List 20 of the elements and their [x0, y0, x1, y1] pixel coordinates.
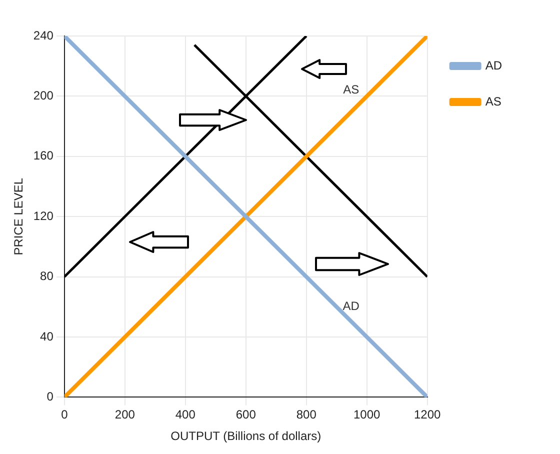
legend-label: AD — [485, 58, 502, 72]
x-tick-label: 600 — [236, 408, 256, 422]
annotation: AS — [343, 82, 360, 96]
y-axis-title: PRICE LEVEL — [12, 178, 26, 256]
y-tick-label: 0 — [46, 390, 54, 404]
y-tick-label: 240 — [33, 28, 54, 42]
x-tick-label: 400 — [175, 408, 196, 422]
x-tick-label: 200 — [114, 408, 136, 422]
x-tick-label: 1000 — [353, 408, 381, 422]
x-tick-label: 800 — [296, 408, 317, 422]
y-tick-label: 80 — [40, 269, 54, 284]
legend-label: AS — [485, 94, 502, 108]
x-tick-label: 1200 — [414, 408, 441, 422]
x-axis-title: OUTPUT (Billions of dollars) — [170, 429, 322, 444]
x-tick-label: 0 — [61, 408, 68, 422]
y-tick-label: 160 — [33, 148, 54, 163]
y-tick-label: 200 — [33, 88, 54, 103]
y-tick-label: 120 — [33, 208, 54, 223]
y-tick-label: 40 — [40, 329, 54, 344]
annotation: AD — [342, 299, 360, 314]
